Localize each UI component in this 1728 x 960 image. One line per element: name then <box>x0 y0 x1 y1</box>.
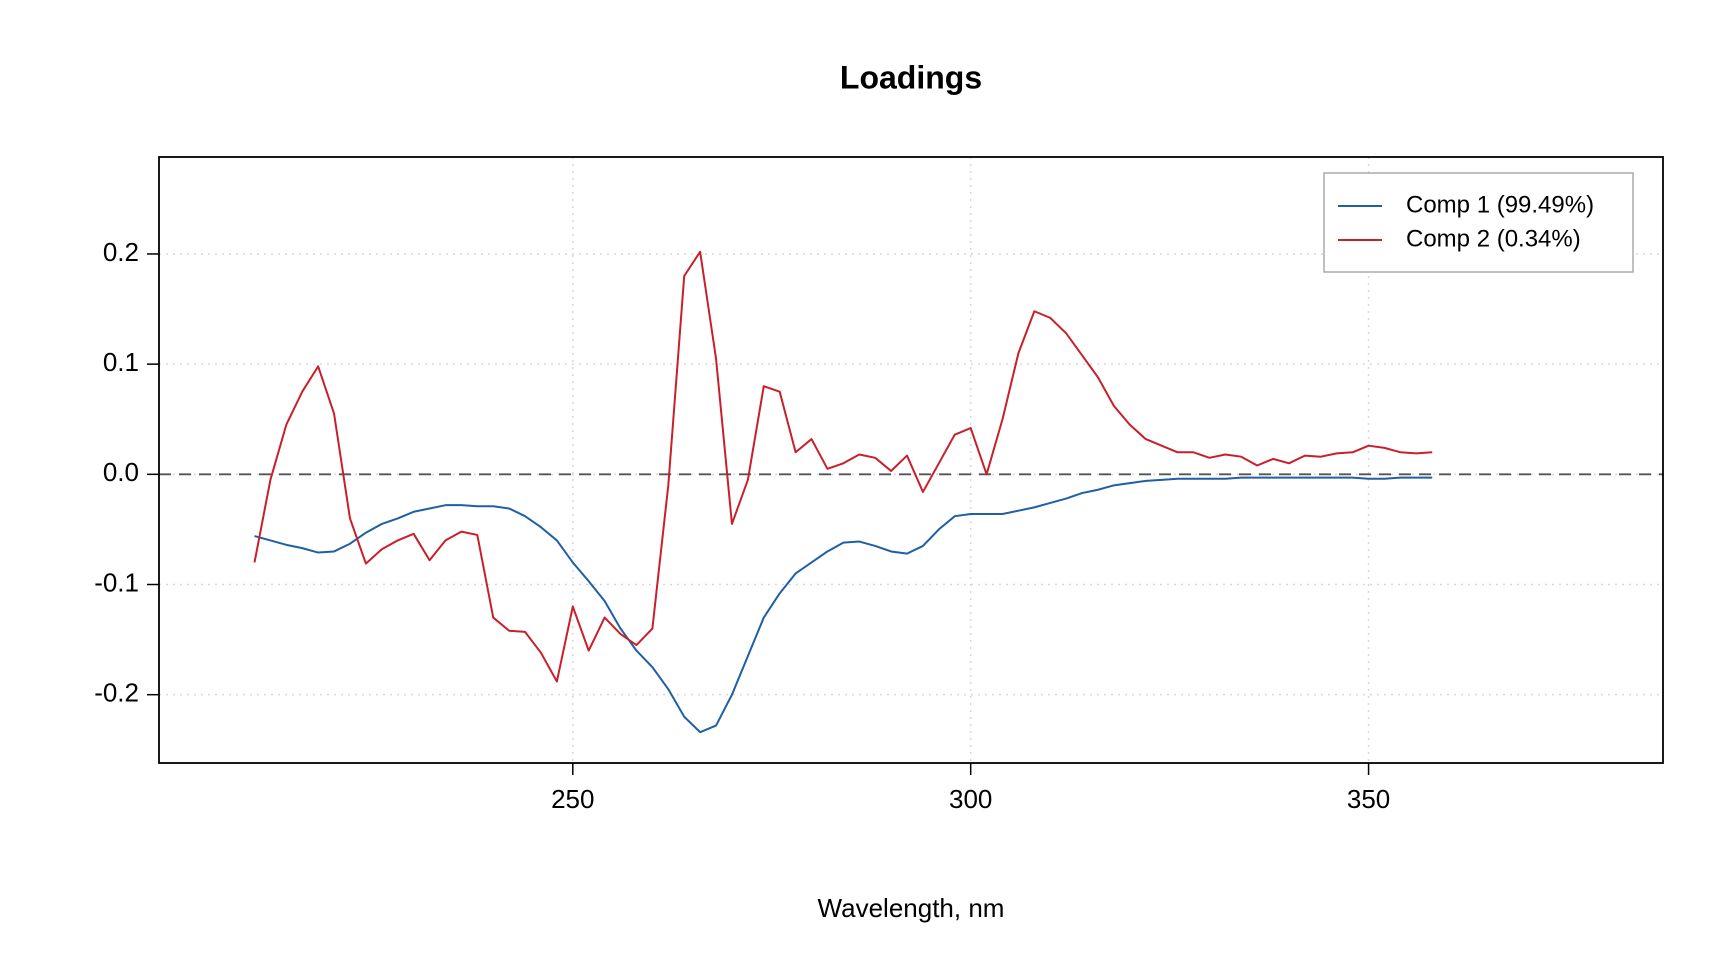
y-tick-label: 0.1 <box>103 347 139 377</box>
plot-frame <box>158 156 1664 764</box>
y-tick-label: 0.2 <box>103 237 139 267</box>
data-line <box>253 250 1433 683</box>
x-tick-label: 250 <box>551 784 594 814</box>
x-tick-label: 300 <box>949 784 992 814</box>
y-tick-label: -0.2 <box>94 678 139 708</box>
x-tick-label: 350 <box>1347 784 1390 814</box>
chart-title: Loadings <box>840 59 982 95</box>
legend-box <box>1323 172 1634 273</box>
data-line <box>254 476 1433 734</box>
legend-label: Comp 1 (99.49%) <box>1406 191 1594 218</box>
y-tick-label: -0.1 <box>94 567 139 597</box>
y-tick-label: 0.0 <box>103 457 139 487</box>
x-axis-label: Wavelength, nm <box>818 893 1005 923</box>
legend-label: Comp 2 (0.34%) <box>1406 225 1581 252</box>
